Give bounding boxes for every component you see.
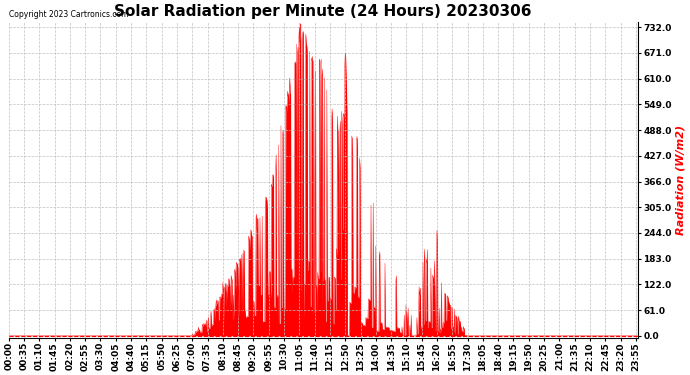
Y-axis label: Radiation (W/m2): Radiation (W/m2)	[676, 125, 686, 235]
Title: Solar Radiation per Minute (24 Hours) 20230306: Solar Radiation per Minute (24 Hours) 20…	[115, 4, 532, 19]
Text: Copyright 2023 Cartronics.com: Copyright 2023 Cartronics.com	[9, 9, 128, 18]
